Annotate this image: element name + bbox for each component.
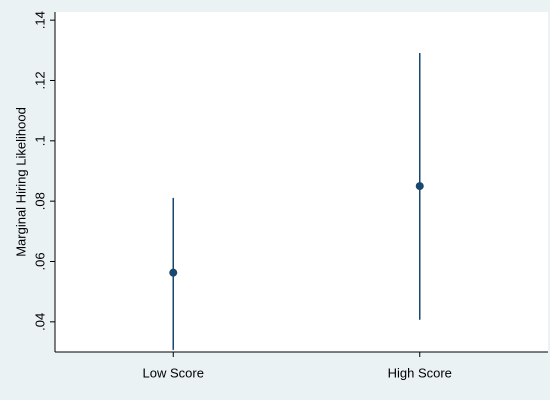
x-tick-label: Low Score	[143, 365, 204, 380]
y-tick-label: .14	[32, 11, 47, 29]
y-axis-title: Marginal Hiring Likelihood	[13, 107, 28, 257]
y-tick-label: .04	[32, 313, 47, 331]
point	[169, 268, 178, 277]
y-tick-label: .1	[32, 135, 47, 146]
point	[415, 182, 424, 191]
x-tick-label: High Score	[388, 365, 452, 380]
y-tick-label: .06	[32, 252, 47, 270]
y-tick-label: .08	[32, 192, 47, 210]
plot-area	[55, 12, 548, 352]
y-tick-label: .12	[32, 71, 47, 89]
